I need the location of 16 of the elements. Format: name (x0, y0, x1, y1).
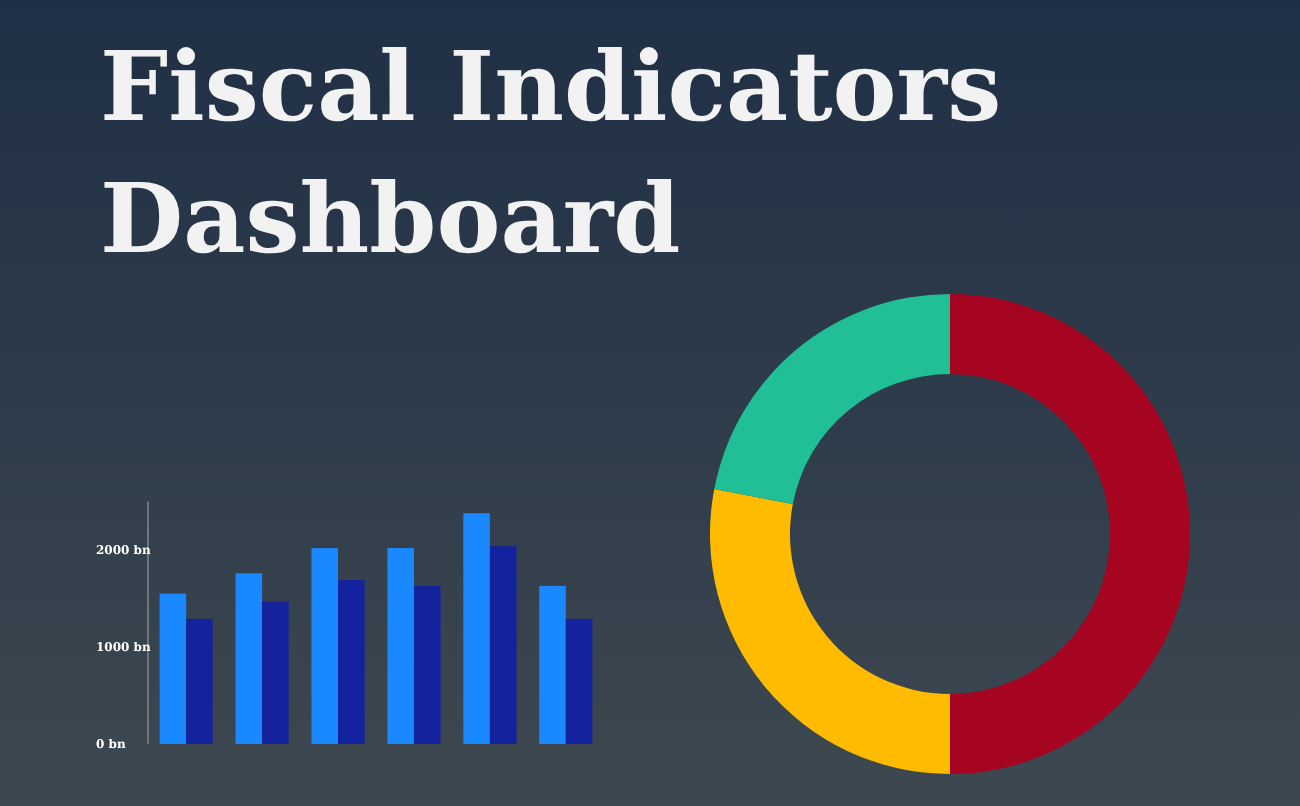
bar (387, 548, 414, 744)
bar (565, 618, 593, 744)
donut-slice (710, 489, 950, 774)
bar (463, 513, 490, 744)
bar (338, 580, 365, 744)
bar (262, 601, 289, 744)
chart-title: Fiscal Indicators Dashboard (100, 32, 1002, 276)
bar (413, 585, 441, 744)
bar (235, 573, 263, 744)
bar (159, 593, 187, 744)
bar (489, 546, 517, 744)
bar (539, 585, 566, 744)
donut-slice (714, 294, 950, 505)
donut-slice (950, 294, 1190, 774)
bar (311, 548, 339, 744)
bar (186, 618, 213, 744)
